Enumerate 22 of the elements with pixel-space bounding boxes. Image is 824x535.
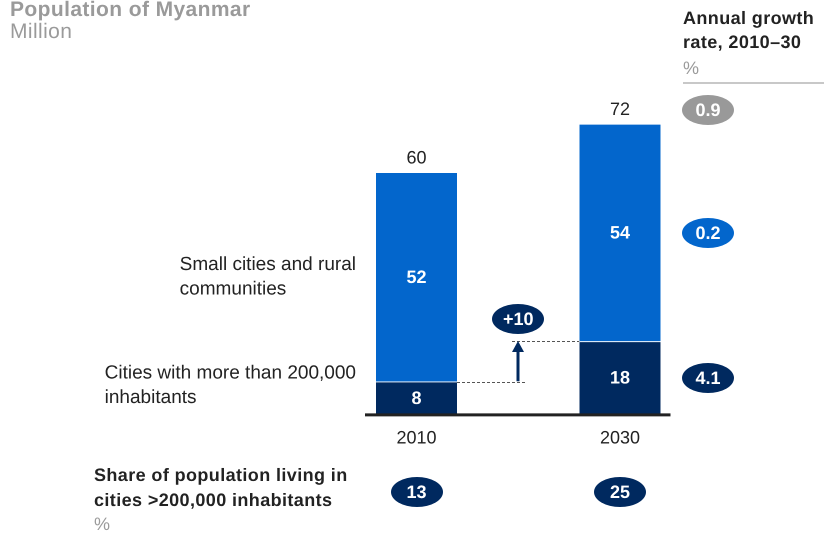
text: % bbox=[683, 57, 700, 79]
data-label: 18 bbox=[610, 368, 630, 388]
data-label: 52 bbox=[406, 266, 427, 287]
data-label: 54 bbox=[610, 222, 630, 243]
x-tick-label: 2030 bbox=[600, 428, 640, 448]
total-label: 72 bbox=[610, 98, 630, 119]
oval-badge: 25 bbox=[594, 477, 646, 507]
total-label: 60 bbox=[406, 147, 427, 168]
x-tick-label: 2010 bbox=[396, 428, 437, 448]
oval-badge: 0.9 bbox=[682, 95, 734, 125]
oval-badge: 0.2 bbox=[682, 218, 734, 248]
oval-badge: 4.1 bbox=[682, 362, 734, 393]
oval-badge: +10 bbox=[492, 304, 544, 334]
series-label: Small cities and rural communities bbox=[180, 254, 356, 300]
text: Share of population living in cities >200,000 inhabitants bbox=[94, 464, 349, 512]
text: % bbox=[94, 513, 110, 535]
series-label: Cities with more than 200,000 inhabitants bbox=[104, 362, 356, 408]
data-label: 8 bbox=[411, 388, 422, 408]
text: Million bbox=[10, 20, 72, 44]
text: Annual growth rate, 2010–30 bbox=[683, 7, 816, 54]
oval-badge: 13 bbox=[390, 477, 442, 507]
text: Population of Myanmar bbox=[10, 0, 251, 21]
